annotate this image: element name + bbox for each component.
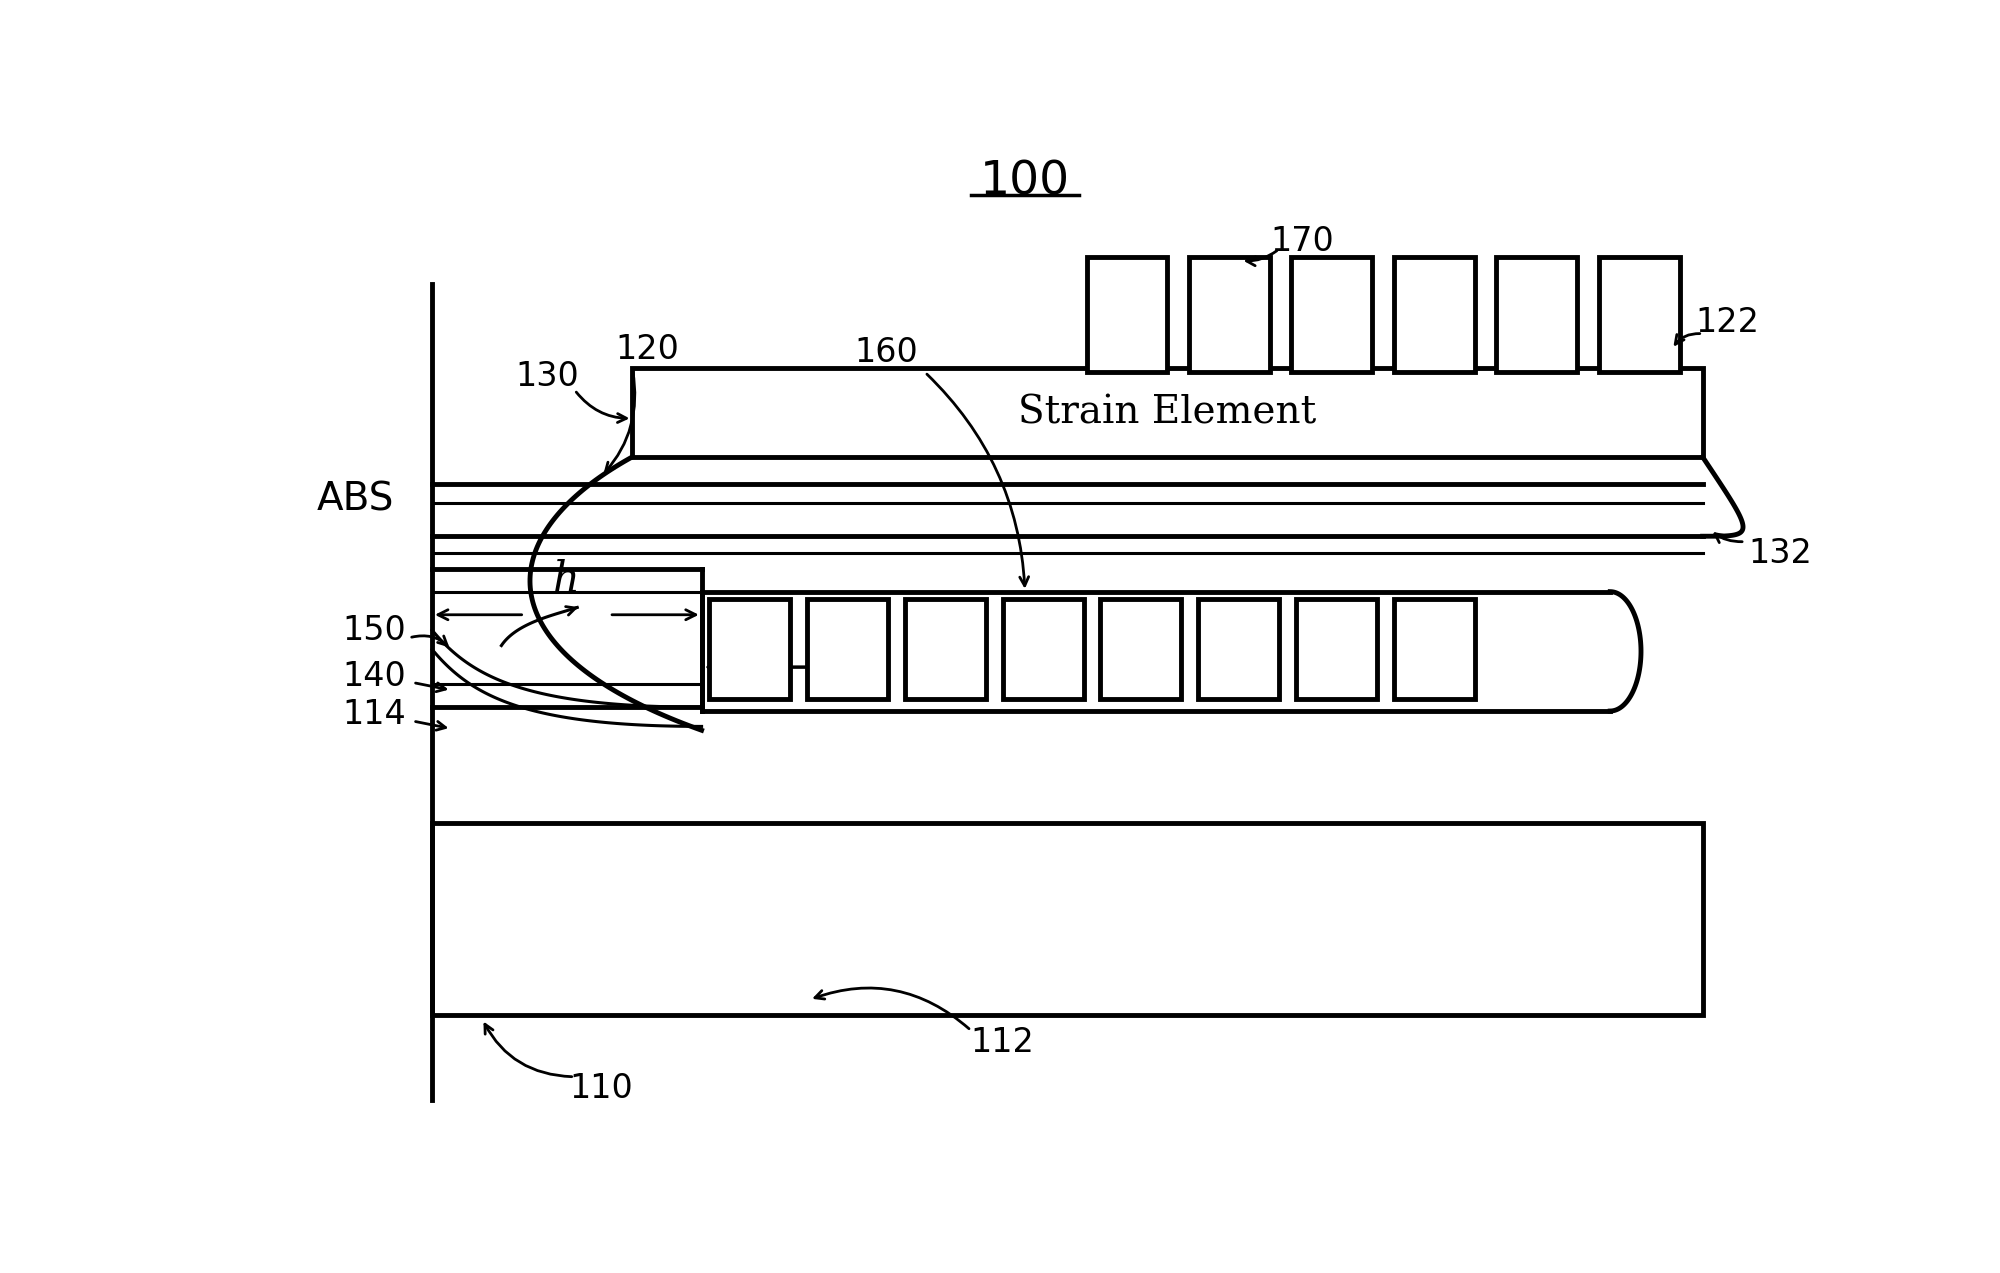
Text: 150: 150 [342,614,406,647]
Text: 140: 140 [342,659,406,693]
Text: 120: 120 [616,332,680,365]
Bar [632,368,1702,457]
Bar [1496,257,1578,372]
Bar [1190,257,1270,372]
Bar [808,600,888,699]
Bar [1598,257,1680,372]
Text: 170: 170 [1270,225,1334,258]
Text: 114: 114 [342,699,406,732]
Bar [1292,257,1372,372]
Text: 122: 122 [1694,306,1758,339]
Bar [1002,600,1084,699]
Bar [1394,257,1474,372]
Text: 130: 130 [516,359,580,392]
Text: 110: 110 [570,1072,634,1105]
Text: h: h [554,559,580,601]
Bar [710,600,790,699]
Text: ABS: ABS [316,480,394,518]
Text: 132: 132 [1748,537,1812,569]
Bar [1198,600,1280,699]
Bar [1086,257,1168,372]
Bar [1296,600,1376,699]
Bar [432,822,1702,1015]
FancyBboxPatch shape [702,592,1632,712]
Bar [904,600,986,699]
Text: Strain Element: Strain Element [1018,395,1316,432]
Bar [1394,600,1474,699]
Text: 100: 100 [980,159,1070,205]
Bar [1100,600,1182,699]
Text: 112: 112 [970,1026,1034,1059]
Text: 160: 160 [854,336,918,369]
